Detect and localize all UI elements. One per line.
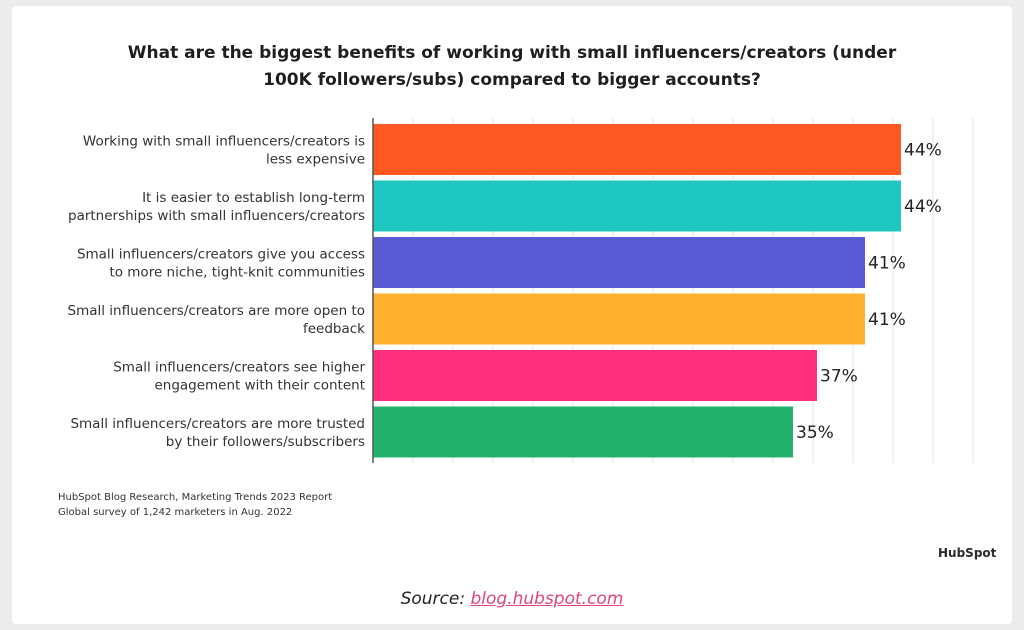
value-label: 35% [796,423,834,443]
value-label: 37% [820,367,858,387]
bar [373,293,865,345]
category-label: partnerships with small influencers/crea… [68,208,365,224]
bar [373,237,865,288]
category-label: It is easier to establish long-term [142,190,365,206]
value-label: 41% [868,254,906,274]
source-prefix: Source: [400,589,471,609]
category-label: to more niche, tight-knit communities [109,265,365,281]
category-label: by their followers/subscribers [166,434,365,450]
bar [373,406,793,458]
category-label: Small influencers/creators are more trus… [70,416,365,432]
category-label: engagement with their content [154,378,365,394]
chart-title: What are the biggest benefits of working… [0,40,1024,94]
chart-title-line-2: 100K followers/subs) compared to bigger … [263,70,761,90]
category-label: feedback [303,321,365,337]
value-label: 41% [868,310,906,330]
category-label: Small influencers/creators give you acce… [77,247,365,263]
chart-title-line-1: What are the biggest benefits of working… [127,43,897,63]
bar [373,180,901,232]
source-link[interactable]: blog.hubspot.com [470,589,624,609]
category-label: Small influencers/creators see higher [113,360,365,376]
bar [373,350,817,401]
source-caption: Source: blog.hubspot.com [0,589,1024,609]
footnote-line-2: Global survey of 1,242 marketers in Aug.… [58,507,293,518]
category-label: Small influencers/creators are more open… [68,303,365,319]
footnote-line-1: HubSpot Blog Research, Marketing Trends … [58,492,333,503]
bar [373,124,901,175]
value-label: 44% [904,141,942,161]
value-label: 44% [904,197,942,217]
footnote: HubSpot Blog Research, Marketing Trends … [58,490,332,520]
category-label: Working with small influencers/creators … [83,134,365,150]
category-label: less expensive [266,152,365,168]
hubspot-logo: HubSpot [938,546,997,560]
